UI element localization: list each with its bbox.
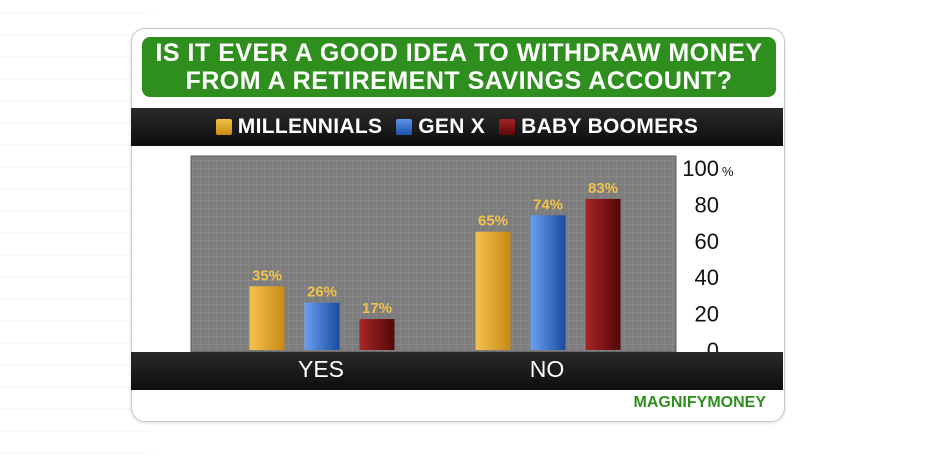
y-tick-60: 60 — [695, 229, 719, 254]
bar-baby-boomers-no — [585, 198, 621, 350]
legend-label-gen-x: GEN X — [418, 115, 486, 138]
data-label-gen-x-yes: 26% — [307, 284, 337, 301]
chart-title: IS IT EVER A GOOD IDEA TO WITHDRAW MONEY… — [155, 39, 763, 95]
legend-item-millennials: MILLENNIALS — [215, 115, 383, 139]
legend-label-baby-boomers: BABY BOOMERS — [521, 115, 699, 138]
legend-label-millennials: MILLENNIALS — [237, 115, 383, 138]
y-tick-80: 80 — [695, 192, 719, 217]
category-band — [131, 352, 783, 390]
bar-gen-x-yes — [304, 302, 340, 350]
y-tick-100: 100 — [682, 156, 719, 181]
legend: MILLENNIALS GEN X BABY BOOMERS — [131, 108, 783, 146]
source-label: MAGNIFYMONEY — [633, 394, 766, 411]
data-label-gen-x-no: 74% — [533, 196, 563, 213]
data-label-baby-boomers-no: 83% — [588, 180, 618, 197]
legend-item-baby-boomers: BABY BOOMERS — [499, 115, 698, 139]
y-tick-unit: % — [722, 164, 734, 179]
y-tick-20: 20 — [695, 302, 719, 327]
data-label-millennials-yes: 35% — [252, 267, 282, 284]
bar-gen-x-no — [530, 215, 566, 350]
data-label-millennials-no: 65% — [478, 213, 508, 230]
bar-millennials-no — [475, 231, 511, 350]
category-label-no: NO — [529, 356, 565, 382]
legend-item-gen-x: GEN X — [396, 115, 485, 139]
legend-swatch-baby-boomers — [499, 119, 516, 135]
category-label-yes: YES — [297, 356, 345, 382]
data-label-baby-boomers-yes: 17% — [362, 300, 392, 317]
title-banner: IS IT EVER A GOOD IDEA TO WITHDRAW MONEY… — [142, 37, 776, 97]
legend-swatch-millennials — [215, 119, 232, 135]
bar-baby-boomers-yes — [359, 319, 395, 350]
bar-millennials-yes — [249, 286, 285, 350]
legend-swatch-gen-x — [396, 119, 413, 135]
y-tick-40: 40 — [695, 265, 719, 290]
